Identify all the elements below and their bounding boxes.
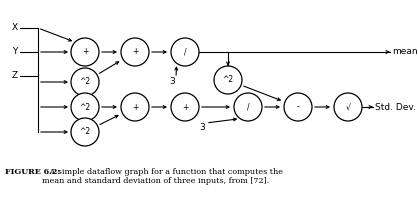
Circle shape [121,93,149,121]
Text: ^2: ^2 [79,78,91,87]
Circle shape [234,93,262,121]
Text: 3: 3 [169,78,175,87]
Text: 3: 3 [199,124,205,133]
Text: ^2: ^2 [79,102,91,111]
Circle shape [214,66,242,94]
Circle shape [71,93,99,121]
Text: +: + [132,47,138,56]
Text: mean: mean [392,47,418,56]
Circle shape [171,93,199,121]
Text: +: + [132,102,138,111]
Text: +: + [82,47,88,56]
Text: Z: Z [12,71,18,80]
Circle shape [284,93,312,121]
Text: √: √ [346,102,350,111]
Text: +: + [182,102,188,111]
Circle shape [334,93,362,121]
Text: Std. Dev.: Std. Dev. [375,102,416,111]
Text: Y: Y [12,47,18,56]
Text: -: - [297,102,299,111]
Text: FIGURE 6.2:: FIGURE 6.2: [5,168,60,176]
Text: A simple dataflow graph for a function that computes the
mean and standard devia: A simple dataflow graph for a function t… [42,168,283,185]
Circle shape [71,38,99,66]
Text: ^2: ^2 [222,75,234,84]
Circle shape [71,118,99,146]
Text: ^2: ^2 [79,127,91,136]
Text: /: / [247,102,249,111]
Text: /: / [184,47,186,56]
Text: X: X [12,23,18,33]
Circle shape [121,38,149,66]
Circle shape [71,68,99,96]
Circle shape [171,38,199,66]
